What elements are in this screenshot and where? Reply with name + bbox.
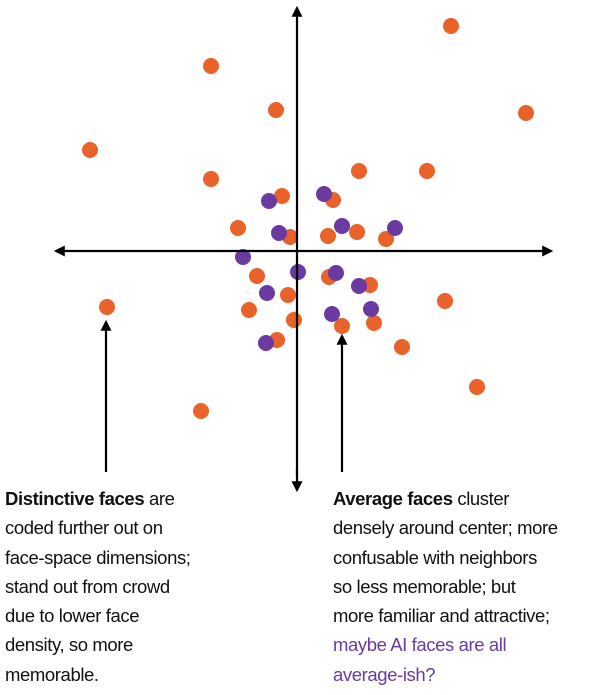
note-text: coded further out on (5, 517, 163, 539)
note-text: densely around center; more (333, 517, 558, 539)
distinctive-face-dot (286, 312, 302, 328)
note-line: face-space dimensions; (5, 543, 191, 572)
distinctive-face-dot (280, 287, 296, 303)
note-text: more familiar and attractive; (333, 605, 550, 627)
note-text: stand out from crowd (5, 575, 170, 597)
note-line: memorable. (5, 660, 191, 689)
average-face-dot (363, 301, 379, 317)
note-line: due to lower face (5, 601, 191, 630)
note-text: face-space dimensions; (5, 546, 191, 568)
note-lead: Distinctive faces (5, 488, 145, 509)
average-face-dot (258, 335, 274, 351)
distinctive-face-dot (99, 299, 115, 315)
distinctive-face-dot (230, 220, 246, 236)
distinctive-face-dot (203, 171, 219, 187)
average-face-dot (271, 225, 287, 241)
note-highlight: average-ish? (333, 663, 436, 685)
average-face-dot (328, 265, 344, 281)
note-line: average-ish? (333, 660, 558, 689)
distinctive-face-dot (274, 188, 290, 204)
distinctive-face-dot (241, 302, 257, 318)
average-face-dot (387, 220, 403, 236)
note-highlight: maybe AI faces are all (333, 634, 507, 656)
note-line: coded further out on (5, 513, 191, 542)
distinctive-face-dot (518, 105, 534, 121)
note-text: cluster (457, 488, 510, 509)
note-text: due to lower face (5, 605, 140, 627)
distinctive-face-dot (469, 379, 485, 395)
distinctive-face-dot (203, 58, 219, 74)
note-text: memorable. (5, 663, 99, 685)
average-face-dot (316, 186, 332, 202)
note-text: confusable with neighbors (333, 546, 537, 568)
vertical-axis-end (291, 470, 303, 493)
note-text: so less memorable; but (333, 575, 516, 597)
note-line: stand out from crowd (5, 572, 191, 601)
distinctive-face-dot (366, 315, 382, 331)
distinctive-face-dot (394, 339, 410, 355)
average-face-dot (324, 306, 340, 322)
face-space-diagram (53, 5, 554, 476)
average-face-dot (259, 285, 275, 301)
distinctive-face-dot (334, 318, 350, 334)
distinctive-face-dot (320, 228, 336, 244)
note-line: Average faces cluster (333, 484, 558, 513)
distinctive-face-dot (419, 163, 435, 179)
distinctive-face-dot (378, 231, 394, 247)
distinctive-face-dot (437, 293, 453, 309)
distinctive-face-dot (249, 268, 265, 284)
distinctive-face-dot (193, 403, 209, 419)
note-line: maybe AI faces are all (333, 630, 558, 659)
note-line: confusable with neighbors (333, 543, 558, 572)
distinctive-face-dot (349, 224, 365, 240)
note-line: so less memorable; but (333, 572, 558, 601)
distinctive-face-dot (443, 18, 459, 34)
note-text: density, so more (5, 634, 133, 656)
note-text: are (148, 488, 175, 509)
face-dots (82, 18, 534, 419)
distinctive-face-dot (351, 163, 367, 179)
average-face-dot (351, 278, 367, 294)
distinctive-face-dot (268, 102, 284, 118)
average-face-dot (334, 218, 350, 234)
note-line: density, so more (5, 630, 191, 659)
average-note: Average faces cluster densely around cent… (333, 484, 558, 689)
note-line: densely around center; more (333, 513, 558, 542)
distinctive-note: Distinctive faces are coded further out o… (5, 484, 191, 689)
note-line: more familiar and attractive; (333, 601, 558, 630)
note-lead: Average faces (333, 488, 453, 509)
distinctive-face-dot (82, 142, 98, 158)
average-face-dot (261, 193, 277, 209)
note-line: Distinctive faces are (5, 484, 191, 513)
